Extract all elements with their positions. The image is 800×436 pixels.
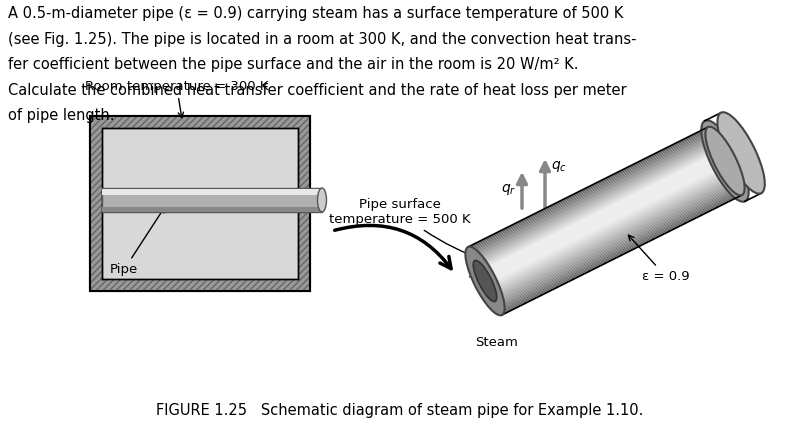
Polygon shape <box>481 152 721 273</box>
Polygon shape <box>495 181 736 303</box>
Text: $q_c$: $q_c$ <box>551 159 567 174</box>
Polygon shape <box>486 162 726 283</box>
Polygon shape <box>477 144 717 265</box>
Polygon shape <box>470 132 711 253</box>
Polygon shape <box>482 154 722 276</box>
Polygon shape <box>496 184 737 305</box>
Polygon shape <box>500 191 740 312</box>
Polygon shape <box>483 157 724 279</box>
Polygon shape <box>480 151 721 272</box>
Polygon shape <box>478 146 718 267</box>
Polygon shape <box>478 149 719 270</box>
Ellipse shape <box>702 120 749 202</box>
Bar <box>102 188 322 212</box>
Polygon shape <box>491 174 732 295</box>
Polygon shape <box>477 145 718 266</box>
Bar <box>298 116 310 291</box>
Polygon shape <box>488 168 729 289</box>
Polygon shape <box>488 167 728 288</box>
Text: FIGURE 1.25   Schematic diagram of steam pipe for Example 1.10.: FIGURE 1.25 Schematic diagram of steam p… <box>156 403 644 418</box>
Polygon shape <box>476 143 717 264</box>
Polygon shape <box>498 186 738 307</box>
Bar <box>90 116 102 291</box>
Text: Pipe surface
temperature = 500 K: Pipe surface temperature = 500 K <box>329 198 486 262</box>
Polygon shape <box>471 133 711 254</box>
Polygon shape <box>473 137 714 259</box>
Polygon shape <box>493 177 734 298</box>
Polygon shape <box>490 170 730 291</box>
Polygon shape <box>500 191 741 313</box>
Polygon shape <box>494 178 734 299</box>
Polygon shape <box>475 140 715 262</box>
Polygon shape <box>484 159 725 280</box>
Text: $q_r$: $q_r$ <box>501 181 516 197</box>
Polygon shape <box>473 136 713 257</box>
Polygon shape <box>472 135 713 256</box>
Text: A 0.5-m-diameter pipe (ε = 0.9) carrying steam has a surface temperature of 500 : A 0.5-m-diameter pipe (ε = 0.9) carrying… <box>8 6 623 21</box>
Polygon shape <box>489 169 730 290</box>
Text: fer coefficient between the pipe surface and the air in the room is 20 W/m² K.: fer coefficient between the pipe surface… <box>8 57 578 72</box>
Ellipse shape <box>318 188 326 212</box>
Bar <box>102 128 298 279</box>
Bar <box>90 116 310 128</box>
Polygon shape <box>502 194 742 315</box>
Polygon shape <box>496 183 736 303</box>
Polygon shape <box>492 176 733 297</box>
Polygon shape <box>485 160 725 281</box>
Bar <box>90 279 310 291</box>
Polygon shape <box>494 180 735 301</box>
Polygon shape <box>468 127 709 248</box>
Polygon shape <box>486 163 726 284</box>
Polygon shape <box>497 185 738 306</box>
Text: Calculate the combined heat transfer coefficient and the rate of heat loss per m: Calculate the combined heat transfer coe… <box>8 82 626 98</box>
Text: ε = 0.9: ε = 0.9 <box>629 235 690 283</box>
Polygon shape <box>470 130 710 252</box>
Polygon shape <box>490 172 731 293</box>
Polygon shape <box>487 166 728 286</box>
Ellipse shape <box>474 260 497 302</box>
Polygon shape <box>490 171 730 292</box>
Ellipse shape <box>706 126 745 195</box>
Polygon shape <box>486 164 727 286</box>
Text: Pipe: Pipe <box>110 207 165 276</box>
Polygon shape <box>469 128 709 249</box>
Polygon shape <box>471 134 712 255</box>
Bar <box>102 189 322 195</box>
Text: Room temperature = 300 K: Room temperature = 300 K <box>85 80 269 118</box>
Polygon shape <box>498 188 739 309</box>
Polygon shape <box>479 150 720 271</box>
Ellipse shape <box>466 247 505 315</box>
Polygon shape <box>499 189 740 310</box>
Polygon shape <box>492 174 732 296</box>
Polygon shape <box>475 142 716 263</box>
Polygon shape <box>482 155 722 276</box>
Polygon shape <box>498 187 738 308</box>
Bar <box>90 116 310 291</box>
Bar <box>90 116 310 291</box>
Text: of pipe length.: of pipe length. <box>8 108 114 123</box>
Polygon shape <box>501 193 742 314</box>
Polygon shape <box>485 161 726 282</box>
Bar <box>102 207 322 212</box>
Polygon shape <box>494 179 734 300</box>
Text: (see Fig. 1.25). The pipe is located in a room at 300 K, and the convection heat: (see Fig. 1.25). The pipe is located in … <box>8 31 637 47</box>
Text: Steam: Steam <box>475 336 518 349</box>
Polygon shape <box>482 157 723 278</box>
Polygon shape <box>474 140 715 261</box>
Polygon shape <box>469 129 710 250</box>
Polygon shape <box>474 138 714 259</box>
Polygon shape <box>481 153 722 274</box>
Polygon shape <box>478 147 718 269</box>
Ellipse shape <box>718 112 765 194</box>
